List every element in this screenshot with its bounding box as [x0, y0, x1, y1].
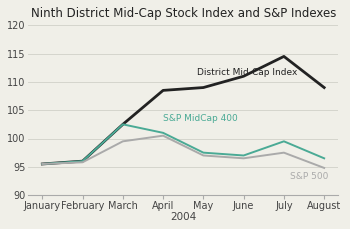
Text: District Mid-Cap Index: District Mid-Cap Index [197, 68, 298, 77]
Text: S&P MidCap 400: S&P MidCap 400 [163, 114, 238, 123]
X-axis label: 2004: 2004 [170, 212, 196, 222]
Title: Ninth District Mid-Cap Stock Index and S&P Indexes: Ninth District Mid-Cap Stock Index and S… [30, 7, 336, 20]
Text: S&P 500: S&P 500 [290, 172, 328, 181]
